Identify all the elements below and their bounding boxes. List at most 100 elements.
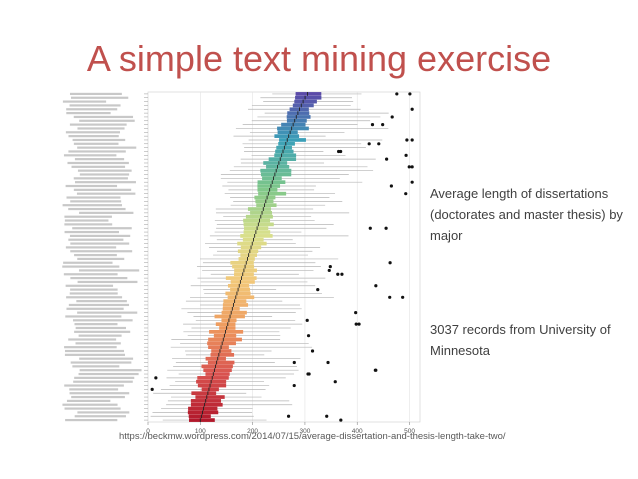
outlier-point <box>388 295 392 299</box>
box <box>230 280 255 284</box>
category-label <box>72 227 132 230</box>
box <box>195 395 225 399</box>
outlier-point <box>405 138 409 142</box>
outlier-point <box>306 372 310 376</box>
outlier-point <box>401 295 405 299</box>
category-label <box>72 319 133 322</box>
outlier-point <box>377 142 381 146</box>
category-label <box>70 242 130 245</box>
outlier-point <box>150 387 154 391</box>
box <box>275 149 294 154</box>
category-label <box>74 415 126 418</box>
box <box>286 115 311 119</box>
box <box>205 372 230 376</box>
category-label <box>64 219 109 222</box>
category-label <box>70 250 133 253</box>
category-label <box>66 296 123 299</box>
box <box>234 268 257 273</box>
category-label <box>77 411 130 414</box>
outlier-point <box>316 288 320 292</box>
outlier-point <box>410 180 414 184</box>
category-label <box>78 372 139 376</box>
outlier-point <box>292 383 296 388</box>
x-tick-label: 100 <box>195 428 206 435</box>
outlier-point <box>286 414 291 418</box>
box <box>257 180 286 185</box>
category-label <box>73 380 133 383</box>
outlier-point <box>404 192 408 196</box>
category-label <box>64 346 117 349</box>
box <box>197 376 229 380</box>
category-label <box>64 230 119 234</box>
box <box>295 95 322 100</box>
category-label <box>64 223 113 226</box>
x-tick-label: 0 <box>146 428 150 435</box>
category-label <box>77 280 138 284</box>
box <box>201 387 219 392</box>
category-label <box>66 196 121 199</box>
outlier-point <box>368 226 372 230</box>
category-label <box>63 261 113 264</box>
box <box>209 329 244 334</box>
category-label <box>65 246 117 249</box>
outlier-point <box>384 226 388 230</box>
category-label <box>70 277 128 280</box>
box <box>222 303 249 307</box>
box <box>254 195 276 200</box>
x-tick-label: 200 <box>247 428 258 435</box>
source-link[interactable]: https://beckmw.wordpress.com/2014/07/15/… <box>119 431 506 442</box>
category-label <box>64 384 124 387</box>
category-label <box>68 135 119 138</box>
category-label <box>77 169 132 172</box>
box <box>203 368 232 373</box>
category-label <box>77 127 125 130</box>
outlier-point <box>367 142 371 146</box>
outlier-point <box>328 264 332 269</box>
box <box>213 333 237 338</box>
x-tick-label: 300 <box>299 428 310 435</box>
box <box>238 257 255 261</box>
category-label <box>77 311 138 314</box>
category-label <box>62 265 120 268</box>
box <box>263 161 288 165</box>
box <box>227 283 250 288</box>
box <box>250 211 273 215</box>
box <box>286 118 307 123</box>
chart-description: Average length of dissertations (doctora… <box>430 186 623 243</box>
category-label <box>63 154 117 157</box>
outlier-point <box>370 123 375 127</box>
box <box>295 92 322 96</box>
outlier-point <box>339 418 343 422</box>
category-label <box>68 238 124 241</box>
category-label <box>73 188 132 191</box>
category-label <box>74 181 136 184</box>
outlier-point <box>292 360 296 365</box>
box <box>240 234 273 238</box>
outlier-point <box>390 115 394 119</box>
box <box>219 326 236 330</box>
category-label <box>65 418 118 422</box>
outlier-point <box>410 165 414 169</box>
box <box>230 287 250 292</box>
category-label <box>66 307 124 310</box>
box <box>255 199 274 204</box>
x-tick-label: 400 <box>352 428 363 435</box>
box <box>225 291 251 296</box>
outlier-point <box>336 272 340 276</box>
dissertation-length-boxplot: 0 100 200 300 400 500 <box>58 88 426 440</box>
category-label <box>69 104 121 107</box>
category-label <box>68 150 126 153</box>
category-label <box>69 292 118 295</box>
category-label <box>71 165 126 168</box>
box <box>234 272 254 277</box>
box <box>205 356 226 361</box>
box <box>207 360 235 365</box>
category-label <box>73 177 128 180</box>
category-label <box>65 284 114 287</box>
category-label <box>75 326 126 330</box>
category-label <box>74 158 125 161</box>
box <box>244 226 269 231</box>
box <box>210 353 235 357</box>
x-tick-label: 500 <box>404 428 415 435</box>
box <box>221 310 247 315</box>
